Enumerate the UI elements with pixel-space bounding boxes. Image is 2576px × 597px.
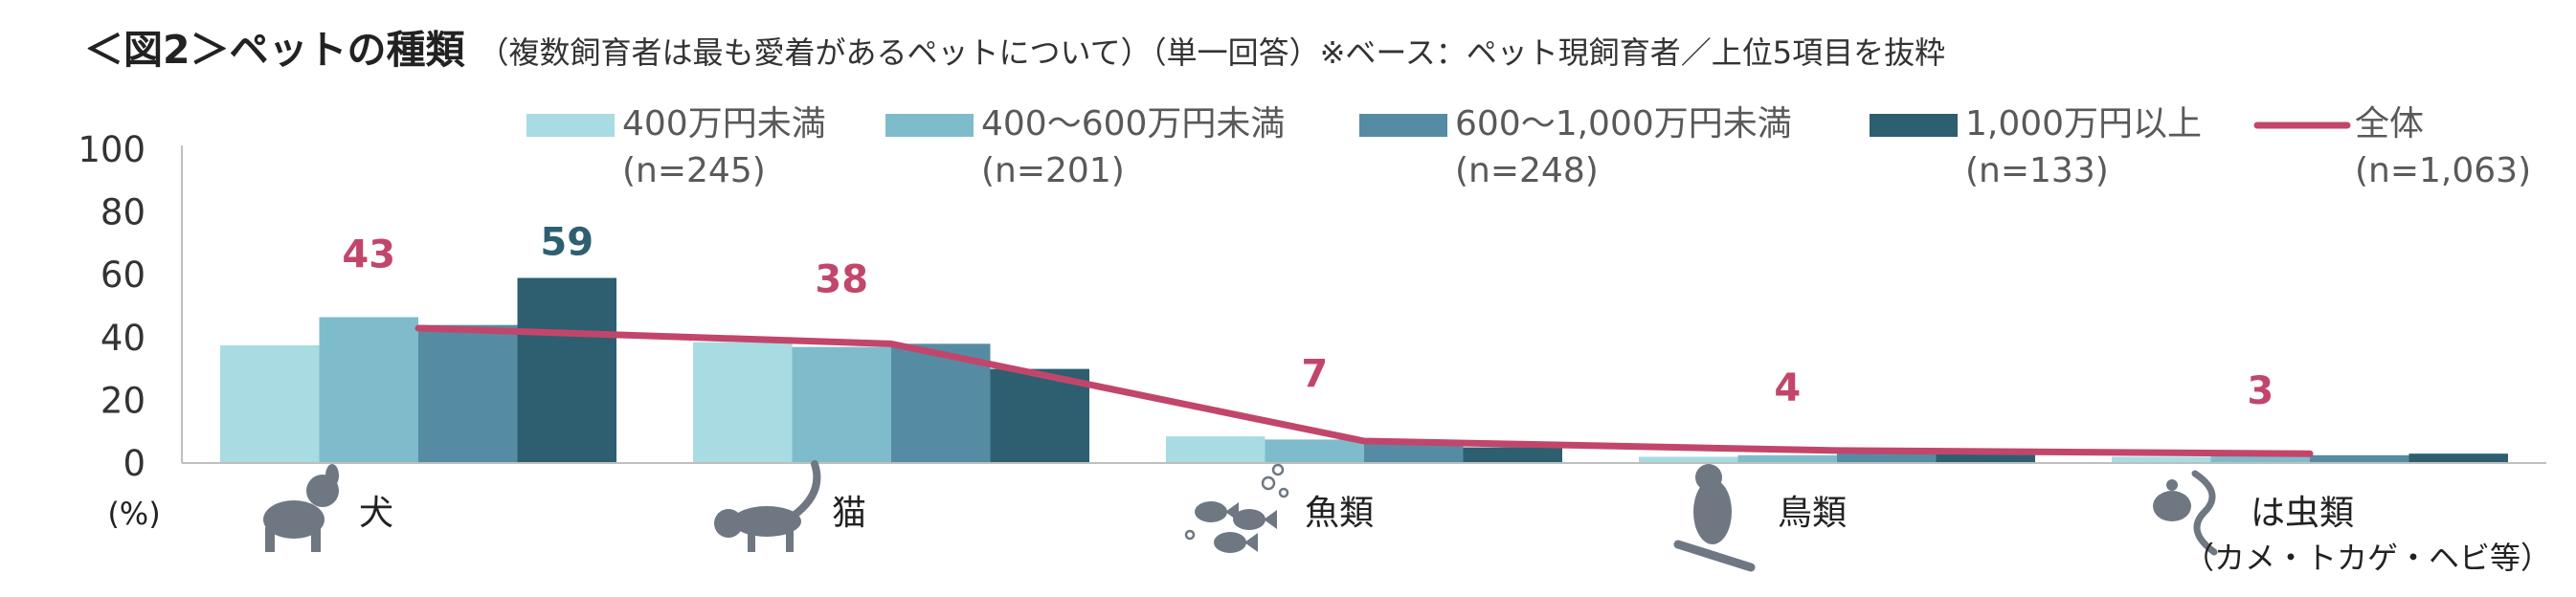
bar [319,317,418,463]
bar [1364,442,1464,463]
total-point [415,324,421,331]
category-label: 猫 [832,494,866,533]
y-axis: 0 20 40 60 80 100 [78,129,183,484]
total-point [888,341,894,347]
legend-swatch [1359,114,1447,137]
fish-shape [1195,501,1227,522]
dog-icon [263,464,339,552]
dog-leg [311,527,321,552]
cat-icon [714,460,821,552]
y-tick-label: 40 [101,318,146,359]
y-tick-label: 20 [101,380,146,421]
bar [1837,452,1937,463]
y-tick-label: 100 [78,129,146,170]
legend-swatch [885,114,974,137]
bar [1463,447,1562,463]
total-data-label: 3 [2247,369,2274,413]
category-note: （カメ・トカゲ・ヘビ等） [2184,540,2551,576]
fish-tail [1264,510,1277,529]
fish-tail [1244,533,1258,552]
total-point [1361,438,1367,445]
category-label: 魚類 [1305,494,1374,533]
bubble [1278,487,1289,498]
legend-n: (n=245) [622,151,766,190]
max-bar-data-label: 59 [540,220,594,264]
dog-leg [265,527,275,552]
legend-n: (n=1,063) [2355,151,2531,190]
cat-body [732,506,801,537]
category-label: 鳥類 [1778,494,1847,533]
y-tick-label: 0 [123,443,146,484]
y-tick-label: 60 [101,254,146,296]
legend-label: 600〜1,000万円未満 [1455,104,1792,144]
total-data-label: 4 [1774,366,1801,410]
chart-title: ＜図2＞ペットの種類 （複数飼育者は最も愛着があるペットについて）（単一回答）※ベ… [84,17,1945,75]
legend-n: (n=248) [1455,151,1599,190]
cat-leg [748,531,755,552]
y-tick-label: 80 [101,192,146,233]
category-label: は虫類 [2251,494,2354,533]
bar [990,368,1089,463]
bird-body [1693,479,1732,544]
perch [1673,540,1756,572]
bird-head [1695,464,1722,491]
legend-n: (n=133) [1965,151,2109,190]
legend-label: 400〜600万円未満 [981,104,1285,144]
bubble [1184,529,1196,541]
dog-body [263,500,325,539]
total-data-label: 7 [1301,352,1328,396]
bar [1265,439,1364,463]
legend-label: 全体 [2355,104,2424,144]
total-line [414,324,2314,457]
bubble [1261,475,1276,491]
bars [182,277,2546,464]
total-data-label: 43 [342,232,395,276]
reptile-icon [2153,470,2218,556]
bar [2112,456,2211,463]
fish-icon [1184,463,1289,553]
bar [517,277,616,463]
legend-swatch [526,114,615,137]
bar [1737,454,1837,463]
chart-title-main: ＜図2＞ペットの種類 [84,27,465,73]
chart-title-sub: （複数飼育者は最も愛着があるペットについて）（単一回答）※ベース：ペット現飼育者… [478,34,1946,71]
unit-label: (%) [107,496,160,532]
cat-head [714,509,743,538]
legend-swatch [1870,114,1958,137]
x-axis: (%) 犬 猫 魚類 鳥類 は虫類 （カメ・トカゲ・ヘビ等） [107,460,2551,576]
total-point [1834,447,1840,453]
legend-label: 400万円未満 [622,104,826,144]
bar [792,346,891,463]
fish-shape [1233,509,1266,530]
cat-tail [790,460,821,520]
bubble [1271,463,1285,476]
total-data-label: 38 [815,258,868,302]
dog-ear [325,464,339,487]
legend-label: 1,000万円以上 [1965,104,2202,144]
lizard-body [2191,470,2218,556]
bar [2408,453,2508,463]
category-label: 犬 [359,494,393,533]
fish-shape [1214,532,1246,553]
bar [1166,436,1266,463]
legend-n: (n=201) [981,151,1125,190]
legend: 400万円未満 (n=245) 400〜600万円未満 (n=201) 600〜1,00… [526,104,2531,190]
bar [2210,454,2310,463]
bar [418,324,518,463]
bar [1639,456,1738,463]
bar [693,342,793,463]
bar [2310,454,2409,463]
turtle-shell [2153,491,2191,521]
turtle-head [2166,479,2178,491]
bird-icon [1673,464,1756,572]
cat-leg [786,531,794,552]
bar [220,345,320,463]
total-point [2307,451,2313,457]
bar [1936,453,2035,463]
